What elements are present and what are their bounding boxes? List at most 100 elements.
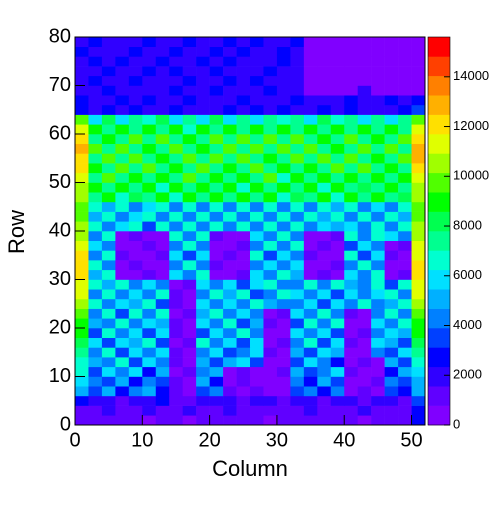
heatmap-cell <box>411 298 426 309</box>
heatmap-cell <box>263 250 278 261</box>
heatmap-cell <box>276 192 291 203</box>
heatmap-cell <box>263 182 278 193</box>
heatmap-cell <box>290 231 305 241</box>
heatmap-cell <box>398 182 412 193</box>
heatmap-cell <box>317 46 332 57</box>
heatmap-cell <box>75 366 89 377</box>
heatmap-cell <box>357 405 372 416</box>
heatmap-cell <box>75 415 89 426</box>
heatmap-cell <box>128 211 143 222</box>
heatmap-cell <box>344 240 358 251</box>
heatmap-cell <box>101 95 116 106</box>
heatmap-cell <box>344 211 358 222</box>
heatmap-cell <box>88 318 103 329</box>
heatmap-cell <box>169 250 183 261</box>
heatmap-cell <box>155 250 170 261</box>
heatmap-cell <box>196 395 210 406</box>
heatmap-cell <box>357 163 372 174</box>
heatmap-cell <box>330 85 345 96</box>
heatmap-cell <box>101 289 116 300</box>
heatmap-cell <box>209 75 224 86</box>
heatmap-cell <box>371 308 385 319</box>
heatmap-cell <box>155 56 170 67</box>
heatmap-cell <box>155 395 170 406</box>
heatmap-cell <box>142 143 157 154</box>
heatmap-cell <box>169 240 183 251</box>
heatmap-cell <box>330 37 345 47</box>
heatmap-cell <box>398 172 412 183</box>
heatmap-cell <box>290 124 305 135</box>
colorbar-band <box>428 231 450 251</box>
heatmap-cell <box>411 318 426 329</box>
heatmap-cell <box>142 250 157 261</box>
heatmap-cell <box>196 357 210 368</box>
heatmap-cell <box>398 56 412 67</box>
heatmap-cell <box>209 405 224 416</box>
colorbar-tick-label: 6000 <box>453 267 482 282</box>
heatmap-cell <box>371 85 385 96</box>
heatmap-cell <box>182 231 197 241</box>
heatmap-cell <box>209 192 224 203</box>
heatmap-cell <box>223 75 237 86</box>
heatmap-cell <box>236 366 251 377</box>
heatmap-cell <box>384 153 399 164</box>
colorbar-band <box>428 37 450 57</box>
heatmap-cell <box>182 104 197 115</box>
colorbar-tick-label: 0 <box>453 416 460 431</box>
heatmap-cell <box>75 163 89 174</box>
heatmap-cell <box>155 134 170 144</box>
heatmap-cell <box>155 192 170 203</box>
heatmap-cell <box>357 124 372 135</box>
heatmap-cell <box>182 124 197 135</box>
heatmap-cell <box>223 37 237 47</box>
heatmap-cell <box>250 269 264 280</box>
heatmap-cell <box>371 357 385 368</box>
heatmap-cell <box>88 366 103 377</box>
heatmap-cell <box>101 318 116 329</box>
heatmap-cell <box>398 124 412 135</box>
heatmap-cell <box>357 357 372 368</box>
heatmap-cell <box>263 46 278 57</box>
heatmap-cell <box>169 298 183 309</box>
heatmap-cell <box>182 143 197 154</box>
heatmap-cell <box>344 347 358 358</box>
heatmap-cell <box>303 56 318 67</box>
heatmap-cell <box>128 221 143 232</box>
heatmap-cell <box>101 376 116 387</box>
heatmap-cell <box>115 357 130 368</box>
heatmap-cell <box>317 114 332 125</box>
heatmap-cell <box>250 221 264 232</box>
heatmap-cell <box>384 85 399 96</box>
heatmap-cell <box>276 211 291 222</box>
heatmap-cell <box>75 347 89 358</box>
heatmap-cell <box>223 279 237 290</box>
heatmap-cell <box>223 85 237 96</box>
heatmap-cell <box>209 182 224 193</box>
heatmap-cell <box>236 337 251 348</box>
heatmap-cell <box>344 260 358 271</box>
heatmap-cell <box>276 269 291 280</box>
heatmap-cell <box>155 298 170 309</box>
heatmap-cell <box>263 376 278 387</box>
heatmap-cell <box>101 163 116 174</box>
heatmap-cell <box>263 143 278 154</box>
heatmap-cell <box>182 269 197 280</box>
heatmap-cell <box>384 114 399 125</box>
heatmap-cell <box>276 124 291 135</box>
heatmap-cell <box>317 231 332 241</box>
heatmap-cell <box>276 46 291 57</box>
heatmap-cell <box>182 66 197 77</box>
heatmap-cell <box>344 269 358 280</box>
heatmap-cell <box>155 279 170 290</box>
colorbar-band <box>428 75 450 96</box>
heatmap-cell <box>169 134 183 144</box>
heatmap-cell <box>101 104 116 115</box>
heatmap-cell <box>411 95 426 106</box>
heatmap-cell <box>101 85 116 96</box>
heatmap-cell <box>398 104 412 115</box>
heatmap-cell <box>290 75 305 86</box>
heatmap-cell <box>303 221 318 232</box>
heatmap-cell <box>317 163 332 174</box>
heatmap-cell <box>169 386 183 397</box>
heatmap-cell <box>330 211 345 222</box>
